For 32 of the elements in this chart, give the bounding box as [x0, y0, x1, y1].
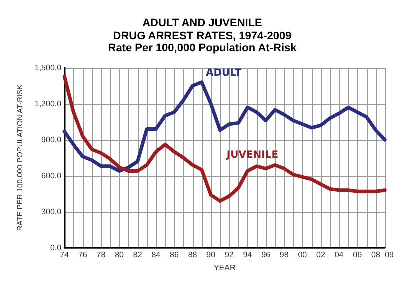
series-label: ADULT	[206, 68, 242, 79]
x-tick-label: 84	[152, 250, 162, 260]
x-tick-label: 09	[385, 250, 395, 260]
x-axis-title: YEAR	[214, 264, 236, 272]
series-label: JUVENILE	[226, 150, 279, 161]
x-tick-label: 04	[334, 250, 344, 260]
x-tick-label: 88	[188, 250, 198, 260]
y-tick-label: 900.0	[42, 136, 62, 144]
x-tick-label: 94	[243, 250, 253, 260]
x-tick-label: 08	[371, 250, 381, 260]
y-tick-label: 0.0	[50, 244, 62, 252]
line-series	[62, 74, 387, 203]
x-tick-label: 98	[280, 250, 290, 260]
chart-subtitle: Rate Per 100,000 Population At-Risk	[108, 42, 298, 54]
x-tick-label: 76	[78, 250, 88, 260]
chart-title: ADULT AND JUVENILE DRUG ARREST RATES, 1974-2009	[113, 18, 292, 42]
x-tick-label: 86	[170, 250, 180, 260]
x-tick-label: 82	[133, 250, 143, 260]
line-series	[62, 80, 387, 173]
x-tick-label: 06	[353, 250, 363, 260]
y-tick-label: 600.0	[42, 172, 62, 180]
y-tick-label: 1,500.0	[34, 64, 62, 72]
y-tick-label: 300.0	[42, 208, 62, 216]
x-tick-label: 78	[96, 250, 106, 260]
x-tick-label: 00	[298, 250, 308, 260]
x-tick-label: 90	[206, 250, 216, 260]
x-tick-label: 96	[262, 250, 272, 260]
x-tick-label: 74	[60, 250, 70, 260]
x-tick-label: 92	[224, 250, 234, 260]
y-tick-label: 1,200.0	[34, 100, 62, 108]
x-tick-label: 80	[115, 250, 125, 260]
x-tick-label: 02	[316, 250, 326, 260]
